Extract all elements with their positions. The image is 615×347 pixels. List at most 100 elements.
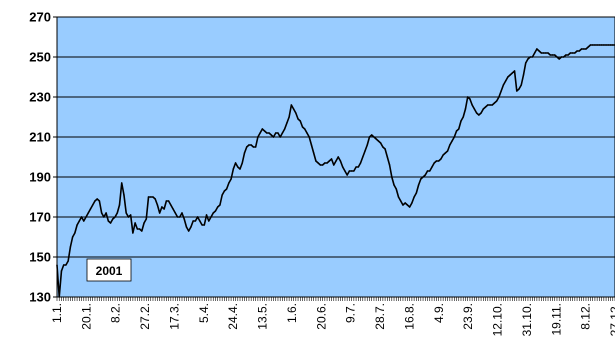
data-point [440, 158, 442, 160]
data-point [509, 74, 511, 76]
data-point [100, 212, 103, 214]
data-point [350, 170, 353, 172]
data-point [127, 216, 130, 218]
data-point [478, 114, 480, 116]
data-point [424, 174, 426, 176]
y-tick-label: 250 [29, 50, 51, 65]
data-point [455, 130, 458, 132]
data-point [230, 178, 232, 180]
data-point [324, 162, 326, 164]
data-point [607, 44, 609, 46]
data-point [114, 216, 116, 218]
data-point [145, 218, 147, 220]
data-point [279, 136, 281, 138]
data-point [609, 44, 612, 46]
data-point [600, 44, 603, 46]
data-point [214, 210, 217, 212]
data-point [355, 166, 357, 168]
y-tick-label: 130 [29, 290, 51, 305]
data-point [223, 190, 226, 192]
data-point [520, 84, 522, 86]
data-point [74, 232, 76, 234]
data-point [161, 206, 163, 208]
data-point [125, 212, 127, 214]
data-point [342, 166, 344, 168]
data-point [310, 144, 313, 146]
data-point [344, 170, 346, 172]
data-point [141, 230, 143, 232]
data-point [337, 156, 339, 158]
x-tick-label: 24.4. [226, 303, 240, 330]
data-point [458, 128, 460, 130]
data-point [199, 220, 201, 222]
data-point [585, 48, 587, 50]
x-tick-label: 13.5. [256, 303, 270, 330]
data-point [507, 76, 509, 78]
data-point [462, 116, 464, 118]
data-point [431, 166, 433, 168]
x-tick-label: 8.12. [579, 303, 593, 330]
data-point [397, 196, 400, 198]
data-point [252, 146, 255, 148]
data-point [569, 52, 572, 54]
data-point [326, 162, 328, 164]
data-point [571, 52, 574, 54]
data-point [406, 204, 409, 206]
data-point [522, 74, 525, 76]
data-point [118, 204, 121, 206]
data-point [205, 214, 208, 216]
data-point [475, 112, 478, 114]
data-point [393, 184, 395, 186]
data-point [143, 222, 145, 224]
data-point [587, 46, 589, 48]
data-point [551, 54, 554, 56]
data-point [190, 226, 192, 228]
data-point [471, 104, 473, 106]
data-point [138, 228, 141, 230]
x-tick-label: 8.2. [109, 303, 123, 323]
data-point [228, 182, 230, 184]
year-label-box [86, 258, 132, 282]
y-axis: 130 150 170 190 210 230 250 270 [29, 10, 57, 305]
data-point [281, 132, 284, 134]
data-point [596, 44, 598, 46]
x-tick-label: 19.11. [549, 303, 563, 335]
data-point [87, 212, 89, 214]
plot-area [56, 16, 615, 298]
data-point [500, 90, 502, 92]
data-point [237, 166, 239, 168]
data-point [451, 140, 453, 142]
x-tick-label: 23.9. [461, 303, 475, 330]
data-point [411, 202, 413, 204]
data-point [504, 80, 507, 82]
data-point [525, 62, 527, 64]
x-tick-label: 27.2. [138, 303, 152, 330]
data-point [362, 156, 364, 158]
x-tick-label: 17.3. [167, 303, 181, 330]
data-point [187, 230, 190, 232]
data-point [94, 200, 96, 202]
data-point [449, 144, 451, 146]
x-tick-label: 1.1. [50, 303, 64, 323]
data-point [286, 122, 288, 124]
x-tick-label: 4.9. [432, 303, 446, 323]
data-point [243, 152, 246, 154]
data-point [248, 144, 250, 146]
data-point [80, 216, 83, 218]
data-point [154, 198, 156, 200]
data-point [98, 200, 101, 202]
data-point [147, 196, 150, 198]
data-point [547, 52, 549, 54]
data-point [442, 154, 444, 156]
data-point [420, 178, 422, 180]
year-label: 2001 [96, 264, 123, 278]
data-point [375, 138, 377, 140]
y-tick-label: 150 [29, 250, 51, 265]
data-point [404, 202, 406, 204]
data-point [339, 160, 342, 162]
data-point [583, 48, 585, 50]
data-point [531, 56, 534, 58]
data-point [333, 164, 335, 166]
data-point [196, 216, 199, 218]
data-point [136, 228, 139, 230]
